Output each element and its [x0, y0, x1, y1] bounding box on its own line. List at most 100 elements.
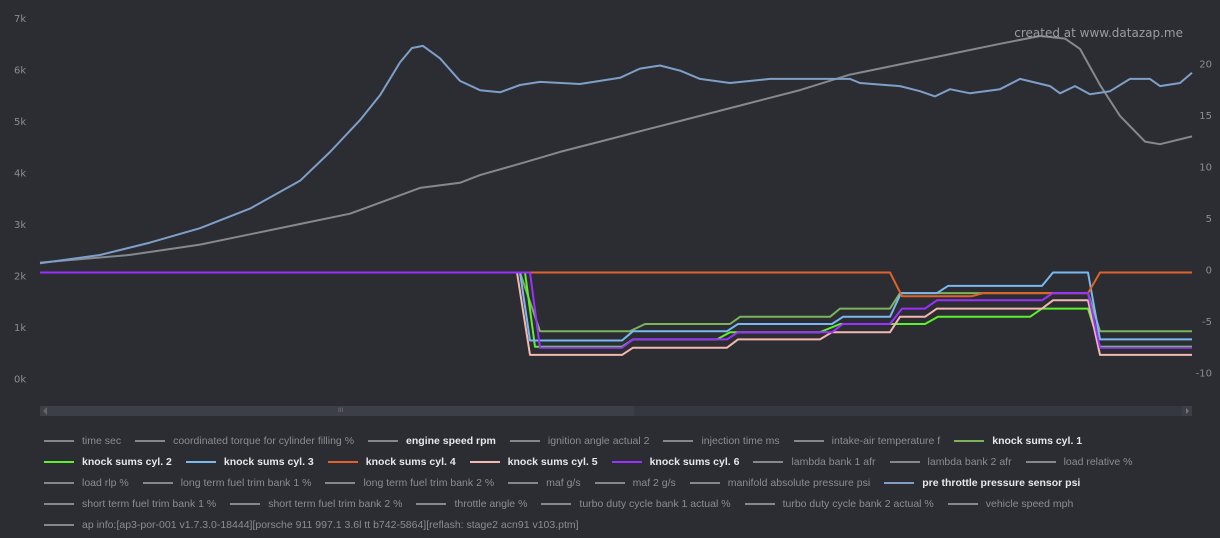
legend-row: knock sums cyl. 2 knock sums cyl. 3 knock …	[44, 451, 1204, 472]
legend-item[interactable]: turbo duty cycle bank 2 actual %	[744, 493, 934, 514]
legend-line-swatch	[325, 481, 356, 484]
legend-item[interactable]: time sec	[44, 430, 121, 451]
legend-label: long term fuel trim bank 2 %	[363, 476, 495, 489]
legend-line-swatch	[44, 439, 74, 442]
legend-line-swatch	[44, 460, 74, 463]
legend-label: knock sums cyl. 5	[507, 455, 598, 468]
legend-label: load relative %	[1063, 455, 1133, 468]
legend-label: pre throttle pressure sensor psi	[922, 476, 1081, 489]
legend-item[interactable]: knock sums cyl. 6	[611, 451, 740, 472]
right-tick-label: -10	[1196, 369, 1212, 380]
legend-item[interactable]: maf g/s	[508, 472, 581, 493]
series-knock-sums-cyl-3	[40, 271, 1192, 342]
legend-item[interactable]: turbo duty cycle bank 1 actual %	[541, 493, 731, 514]
legend-line-swatch	[889, 460, 920, 463]
legend-line-swatch	[663, 439, 694, 442]
legend-item[interactable]: maf 2 g/s	[594, 472, 676, 493]
right-tick-label: 15	[1199, 111, 1212, 122]
legend-label: engine speed rpm	[406, 434, 496, 447]
legend-label: ignition angle actual 2	[547, 434, 650, 447]
legend-item[interactable]: knock sums cyl. 2	[44, 451, 172, 472]
legend-row: ap info:[ap3-por-001 v1.7.3.0-18444][por…	[44, 514, 1204, 535]
left-tick-label: 7k	[14, 14, 26, 25]
legend-line-swatch	[230, 502, 261, 505]
right-tick-label: 5	[1206, 214, 1212, 225]
legend-label: intake-air temperature f	[831, 434, 941, 447]
legend-item[interactable]: engine speed rpm	[368, 430, 496, 451]
legend-item[interactable]: lambda bank 2 afr	[889, 451, 1012, 472]
legend-item[interactable]: short term fuel trim bank 1 %	[44, 493, 216, 514]
legend-item[interactable]: coordinated torque for cylinder filling …	[135, 430, 354, 451]
legend-label: manifold absolute pressure psi	[727, 476, 871, 489]
legend-line-swatch	[509, 439, 540, 442]
legend-item[interactable]: load relative %	[1025, 451, 1133, 472]
legend-item[interactable]: vehicle speed mph	[947, 493, 1074, 514]
legend-label: throttle angle %	[454, 497, 528, 510]
legend-line-swatch	[541, 502, 572, 505]
legend-line-swatch	[185, 460, 216, 463]
legend-line-swatch	[508, 481, 539, 484]
left-tick-label: 4k	[14, 169, 26, 180]
legend-item[interactable]: knock sums cyl. 5	[469, 451, 598, 472]
legend-label: knock sums cyl. 1	[992, 434, 1083, 447]
legend-item[interactable]: long term fuel trim bank 2 %	[325, 472, 494, 493]
legend-line-swatch	[689, 481, 720, 484]
legend-label: maf 2 g/s	[632, 476, 676, 489]
legend-item[interactable]: ap info:[ap3-por-001 v1.7.3.0-18444][por…	[44, 514, 579, 535]
legend-label: lambda bank 2 afr	[927, 455, 1012, 468]
legend-item[interactable]: knock sums cyl. 4	[327, 451, 456, 472]
right-tick-label: 10	[1199, 163, 1212, 174]
legend-label: turbo duty cycle bank 2 actual %	[782, 497, 934, 510]
legend-label: short term fuel trim bank 2 %	[268, 497, 403, 510]
legend-line-swatch	[368, 439, 399, 442]
legend-label: lambda bank 1 afr	[791, 455, 876, 468]
legend-label: vehicle speed mph	[985, 497, 1074, 510]
left-axis: 0k 1k 2k 3k 4k 5k 6k 7k	[14, 14, 26, 386]
scrollbar-grip: III	[338, 407, 344, 414]
legend-label: ap info:[ap3-por-001 v1.7.3.0-18444][por…	[82, 518, 579, 531]
legend-label: long term fuel trim bank 1 %	[180, 476, 312, 489]
legend-row: time sec coordinated torque for cylinder …	[44, 430, 1204, 451]
legend-item[interactable]: intake-air temperature f	[793, 430, 941, 451]
legend-line-swatch	[611, 460, 642, 463]
scroll-right-arrow-icon[interactable]	[1182, 406, 1192, 416]
legend-line-swatch	[1025, 460, 1056, 463]
legend-item[interactable]: long term fuel trim bank 1 %	[142, 472, 312, 493]
legend-item[interactable]: injection time ms	[663, 430, 780, 451]
legend-item[interactable]: lambda bank 1 afr	[753, 451, 876, 472]
series-lines	[39, 35, 1193, 356]
legend-row: load rlp % long term fuel trim bank 1 % lo…	[44, 472, 1204, 493]
legend-item[interactable]: ignition angle actual 2	[509, 430, 650, 451]
legend-item[interactable]: knock sums cyl. 3	[185, 451, 314, 472]
legend-item[interactable]: manifold absolute pressure psi	[689, 472, 871, 493]
legend-label: knock sums cyl. 6	[649, 455, 740, 468]
series-knock-sums-cyl-4	[40, 271, 1192, 298]
legend-line-swatch	[44, 481, 74, 484]
legend-item[interactable]: pre throttle pressure sensor psi	[884, 472, 1080, 493]
left-tick-label: 0k	[14, 375, 26, 386]
legend-label: short term fuel trim bank 1 %	[82, 497, 217, 510]
legend-label: coordinated torque for cylinder filling …	[173, 434, 355, 447]
right-tick-label: 0	[1206, 266, 1212, 277]
legend-item[interactable]: knock sums cyl. 1	[954, 430, 1082, 451]
legend-line-swatch	[44, 523, 74, 526]
series-engine-speed-rpm	[39, 35, 1193, 264]
legend-label: knock sums cyl. 4	[365, 455, 456, 468]
horizontal-scrollbar[interactable]: III	[40, 406, 1192, 416]
legend-line-swatch	[793, 439, 824, 442]
left-tick-label: 6k	[14, 66, 26, 77]
scroll-left-arrow-icon[interactable]	[43, 407, 47, 415]
legend-label: knock sums cyl. 2	[82, 455, 172, 468]
scrollbar-thumb[interactable]: III	[40, 406, 634, 416]
series-pre-throttle-pressure-sensor-psi	[39, 44, 1193, 265]
legend-item[interactable]: short term fuel trim bank 2 %	[230, 493, 402, 514]
legend-line-swatch	[469, 460, 500, 463]
series-knock-sums-cyl-5	[40, 271, 1192, 356]
legend-line-swatch	[884, 481, 915, 484]
legend-item[interactable]: throttle angle %	[416, 493, 527, 514]
legend-label: maf g/s	[546, 476, 581, 489]
legend-label: turbo duty cycle bank 1 actual %	[579, 497, 731, 510]
left-tick-label: 2k	[14, 272, 26, 283]
legend-item[interactable]: load rlp %	[44, 472, 129, 493]
legend-line-swatch	[594, 481, 625, 484]
